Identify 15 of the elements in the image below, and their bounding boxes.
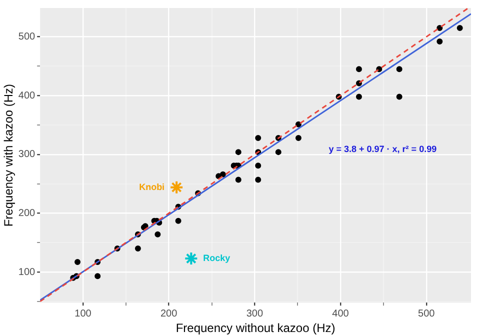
annotation: y = 3.8 + 0.97 · x, r² = 0.99 bbox=[328, 144, 437, 154]
y-tick-label: 300 bbox=[18, 149, 36, 160]
x-tick-label: 300 bbox=[246, 308, 264, 320]
y-tick-label: 400 bbox=[18, 90, 36, 102]
y-tick-label: 100 bbox=[18, 266, 36, 278]
x-tick-label: 400 bbox=[332, 308, 350, 320]
series-label: Knobi bbox=[139, 182, 165, 192]
x-axis-title: Frequency without kazoo (Hz) bbox=[176, 321, 336, 336]
x-tick-label: 100 bbox=[74, 308, 92, 320]
series-label: Rocky bbox=[203, 252, 230, 263]
x-tick-label: 200 bbox=[160, 308, 178, 320]
x-tick-label: 500 bbox=[418, 308, 436, 320]
y-axis-title: Frequency with kazoo (Hz) bbox=[2, 84, 16, 227]
y-tick-label: 200 bbox=[18, 208, 36, 219]
y-tick-label: 500 bbox=[18, 32, 36, 43]
